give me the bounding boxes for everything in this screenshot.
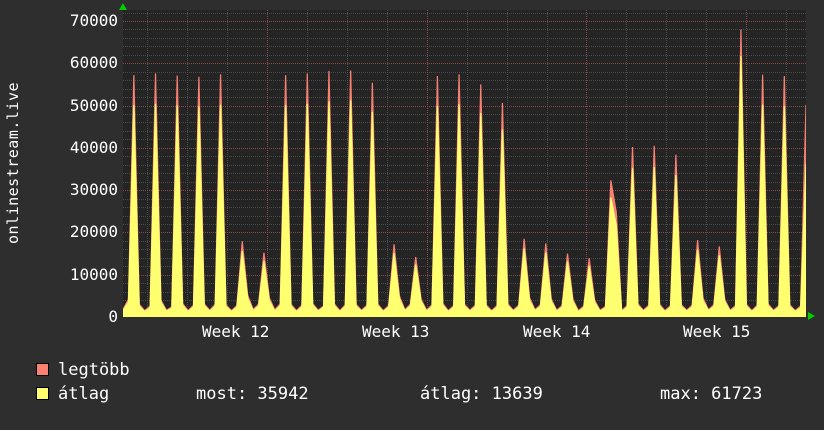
x-axis-tick-label: Week 13 [362, 322, 430, 341]
y-axis-tick-label: 40000 [69, 137, 118, 157]
y-axis-tick-label: 60000 [69, 53, 118, 73]
stat-average: átlag: 13639 [420, 384, 543, 404]
x-axis-tick-label: Week 15 [683, 322, 751, 341]
y-axis-arrow-icon [119, 3, 127, 10]
x-axis-tick-label: Week 12 [202, 322, 270, 341]
x-axis-arrow-icon [808, 312, 815, 320]
stat-max: max: 61723 [660, 384, 763, 404]
legend-color-swatch [36, 387, 49, 400]
legend-row: átlag most: 35942 átlag: 13639 max: 6172… [0, 382, 824, 406]
y-axis-tick-label: 0 [108, 307, 118, 326]
y-axis-tick-labels: 0 10000 20000 30000 40000 50000 60000 70000 [26, 0, 118, 430]
x-axis-tick-label: Week 14 [523, 322, 591, 341]
legend-row: legtöbb [0, 358, 824, 382]
y-axis-tick-label: 50000 [69, 95, 118, 115]
y-axis-tick-label: 30000 [69, 180, 118, 200]
y-axis-tick-label: 20000 [69, 222, 118, 242]
series-area-atlag [123, 56, 806, 317]
x-axis-tick-labels: Week 12 Week 13 Week 14 Week 15 [123, 322, 813, 346]
legend: legtöbb átlag most: 35942 átlag: 13639 m… [0, 358, 824, 418]
legend-series-label: átlag [58, 384, 110, 404]
y-axis-title: onlinestream.live [0, 0, 26, 325]
data-series-layer [123, 29, 806, 317]
y-axis-tick-label: 70000 [69, 10, 118, 30]
stat-current: most: 35942 [196, 384, 309, 404]
y-axis-title-text: onlinestream.live [4, 81, 22, 244]
legend-series-label: legtöbb [58, 360, 130, 380]
legend-color-swatch [36, 363, 49, 376]
plot-svg [123, 10, 806, 317]
plot-area [123, 10, 806, 317]
y-axis-tick-label: 10000 [69, 264, 118, 284]
